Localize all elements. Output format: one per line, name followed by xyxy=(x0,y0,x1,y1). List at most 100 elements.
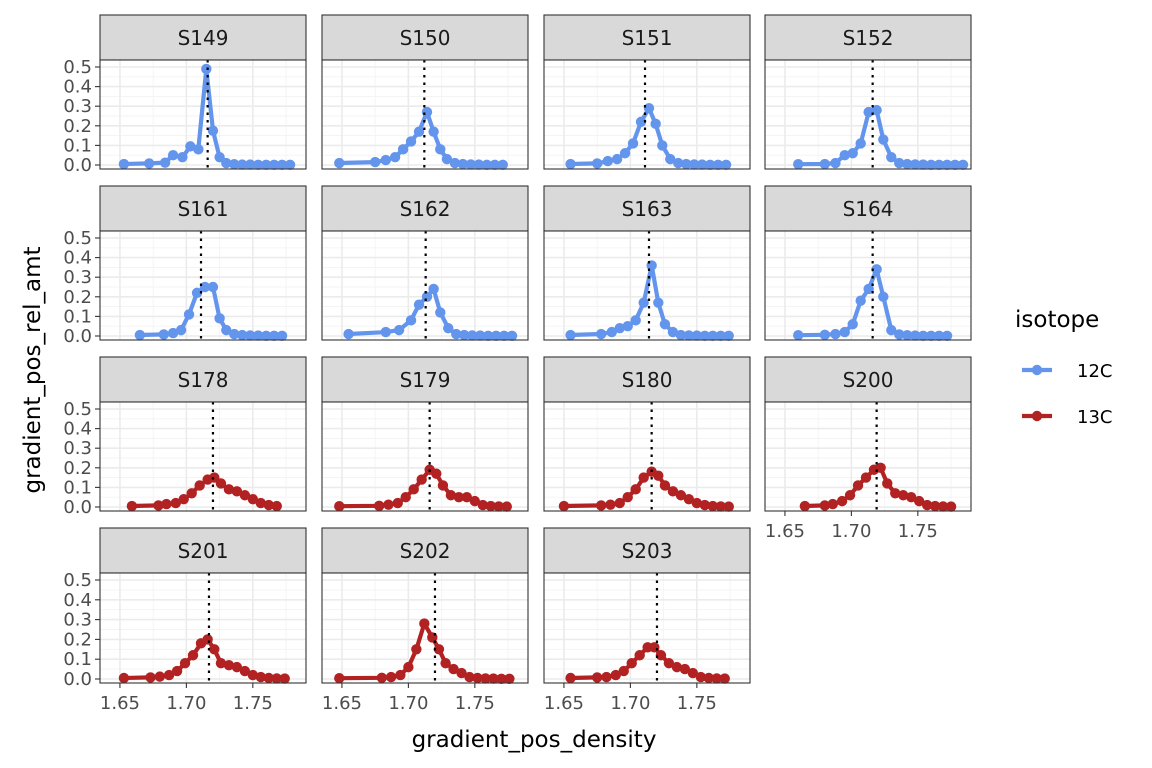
legend-keys: 12C 13C xyxy=(1022,361,1112,428)
data-point xyxy=(921,499,933,511)
legend: isotope 12C 13C xyxy=(1015,307,1112,428)
data-point xyxy=(894,329,905,340)
data-point xyxy=(630,484,641,495)
data-point xyxy=(882,478,893,489)
data-point xyxy=(237,329,248,341)
data-point xyxy=(707,330,718,342)
x-tick-label: 1.75 xyxy=(455,693,495,714)
panel-border xyxy=(321,572,529,684)
data-point xyxy=(170,497,181,509)
data-point xyxy=(898,490,909,501)
x-tick-label: 1.70 xyxy=(610,693,650,714)
facet-panels: S149 S150 S151 S152 S161 S162 S163 S164 S178 S179… xyxy=(99,14,972,685)
facet-panel-s201: S201 xyxy=(99,527,307,684)
data-point xyxy=(591,158,603,169)
data-point xyxy=(194,480,205,491)
facet-strip xyxy=(99,185,307,232)
facet-panel-s161: S161 xyxy=(99,185,307,342)
data-point xyxy=(819,158,831,170)
data-point xyxy=(622,321,633,332)
data-point xyxy=(231,661,243,673)
data-point xyxy=(459,329,470,341)
data-point xyxy=(683,493,695,505)
data-point xyxy=(605,499,616,510)
data-point xyxy=(223,484,235,495)
data-point xyxy=(221,324,232,336)
data-point xyxy=(917,330,929,342)
panel-background xyxy=(544,573,750,683)
data-point xyxy=(878,134,889,145)
data-point xyxy=(696,159,708,170)
data-point xyxy=(186,488,197,499)
legend-title: isotope xyxy=(1015,307,1099,333)
data-point xyxy=(421,291,433,302)
x-tick-label: 1.75 xyxy=(677,693,717,714)
data-point xyxy=(673,157,684,169)
facet-panel-s150: S150 xyxy=(321,14,529,171)
data-point xyxy=(268,330,280,342)
data-point xyxy=(279,673,290,684)
y-tick-label: 0.2 xyxy=(63,458,92,479)
facet-strip xyxy=(543,185,751,232)
data-point xyxy=(695,671,707,683)
facet-strip-label: S164 xyxy=(843,197,894,221)
panel-border xyxy=(321,59,529,170)
data-point xyxy=(419,618,430,629)
data-point xyxy=(626,657,637,669)
legend-label: 12C xyxy=(1077,361,1112,382)
facet-strip xyxy=(764,185,972,232)
data-point xyxy=(489,159,500,171)
data-point xyxy=(221,157,232,169)
data-point xyxy=(704,159,716,171)
data-point xyxy=(185,141,196,152)
data-point xyxy=(875,462,886,473)
data-point xyxy=(913,495,925,507)
y-tick-label: 0.5 xyxy=(63,399,92,420)
facet-strip-label: S178 xyxy=(178,368,229,392)
facet-panel-s162: S162 xyxy=(321,185,529,342)
data-point xyxy=(675,329,687,341)
data-point xyxy=(334,673,345,684)
facet-panel-s200: S200 xyxy=(764,356,972,512)
data-point xyxy=(134,329,146,341)
data-point xyxy=(675,490,687,501)
facet-strip-label: S200 xyxy=(843,368,894,392)
x-tick-label: 1.65 xyxy=(544,693,584,714)
data-point xyxy=(239,490,251,501)
data-point xyxy=(154,671,166,682)
data-point xyxy=(799,500,811,512)
data-point xyxy=(506,330,518,342)
data-point xyxy=(457,158,469,170)
data-point xyxy=(886,324,897,336)
data-point xyxy=(389,151,401,163)
x-tick-label: 1.70 xyxy=(388,693,428,714)
data-point xyxy=(602,155,613,167)
data-point xyxy=(369,156,381,168)
data-point xyxy=(703,672,714,684)
x-tick-label: 1.70 xyxy=(166,693,206,714)
y-tick-label: 0.4 xyxy=(63,77,92,98)
data-point xyxy=(653,470,664,481)
data-point xyxy=(793,159,804,170)
y-tick-label: 0.1 xyxy=(63,135,92,156)
x-tick-label: 1.75 xyxy=(898,521,938,542)
data-point xyxy=(451,328,462,340)
y-tick-label: 0.4 xyxy=(63,590,92,611)
facet-strip xyxy=(543,356,751,403)
data-point xyxy=(474,330,486,341)
data-point xyxy=(413,299,425,310)
facet-strip xyxy=(99,14,307,61)
data-point xyxy=(565,329,576,341)
y-tick-label: 0.1 xyxy=(63,477,92,498)
data-point xyxy=(214,151,225,163)
data-point xyxy=(699,499,711,511)
data-point xyxy=(863,106,874,118)
data-point xyxy=(847,319,858,330)
data-point xyxy=(493,501,504,512)
data-point xyxy=(957,159,969,171)
data-point xyxy=(276,159,288,171)
data-point xyxy=(618,665,629,677)
legend-key-point xyxy=(1031,410,1043,422)
data-point xyxy=(707,500,718,512)
data-point xyxy=(215,657,227,669)
